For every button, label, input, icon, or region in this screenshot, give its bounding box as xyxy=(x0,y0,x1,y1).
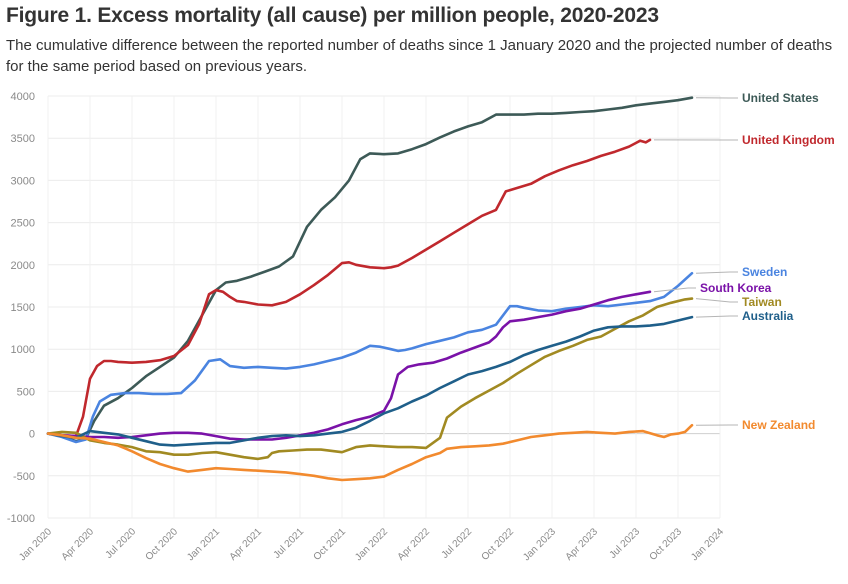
x-tick-label: Jul 2020 xyxy=(104,526,139,561)
label-leader-line xyxy=(695,315,738,318)
y-tick-label: -1000 xyxy=(7,513,35,525)
series-label-sweden: Sweden xyxy=(742,265,787,279)
series-line-south-korea xyxy=(46,290,652,441)
y-tick-label: 4000 xyxy=(11,91,35,103)
series-label-united-states: United States xyxy=(742,91,819,105)
series-labels: United States United Kingdom Sweden South K… xyxy=(653,91,835,432)
x-tick-label: Jan 2021 xyxy=(185,526,222,563)
series-label-united-kingdom: United Kingdom xyxy=(742,133,835,147)
x-tick-label: Jan 2020 xyxy=(17,526,54,563)
series-label-taiwan: Taiwan xyxy=(742,295,782,309)
y-tick-label: 3000 xyxy=(11,175,35,187)
series-label-new-zealand: New Zealand xyxy=(742,418,815,432)
x-tick-label: Jan 2023 xyxy=(521,526,558,563)
y-tick-label: 2000 xyxy=(11,260,35,272)
series-lines xyxy=(46,96,694,482)
chart-subtitle: The cumulative difference between the re… xyxy=(6,37,833,75)
x-tick-label: Jan 2022 xyxy=(353,526,390,563)
x-tick-label: Oct 2021 xyxy=(312,526,349,563)
x-tick-label: Oct 2022 xyxy=(480,526,517,563)
label-leader-line xyxy=(653,287,696,293)
y-tick-label: 2500 xyxy=(11,218,35,230)
x-tick-label: Apr 2023 xyxy=(564,526,601,563)
chart-title: Figure 1. Excess mortality (all cause) p… xyxy=(6,4,659,27)
x-tick-label: Oct 2020 xyxy=(144,526,181,563)
y-tick-label: 500 xyxy=(17,386,35,398)
y-tick-label: -500 xyxy=(13,471,35,483)
x-tick-label: Jul 2023 xyxy=(608,526,643,561)
y-tick-label: 1500 xyxy=(11,302,35,314)
label-leader-line xyxy=(695,298,738,303)
series-line-united-kingdom xyxy=(46,138,652,438)
y-tick-label: 1000 xyxy=(11,344,35,356)
y-tick-label: 0 xyxy=(29,429,35,441)
series-line-taiwan xyxy=(46,297,694,461)
x-tick-label: Jan 2024 xyxy=(689,526,726,563)
x-tick-label: Oct 2023 xyxy=(648,526,685,563)
series-line-united-states xyxy=(46,96,694,443)
x-tick-label: Apr 2022 xyxy=(396,526,433,563)
label-leader-line xyxy=(695,271,738,274)
series-label-australia: Australia xyxy=(742,309,794,323)
x-tick-label: Apr 2020 xyxy=(60,526,97,563)
grid xyxy=(47,95,721,519)
series-line-australia xyxy=(46,315,694,447)
series-line-new-zealand xyxy=(46,423,694,482)
x-tick-label: Apr 2021 xyxy=(228,526,265,563)
y-tick-label: 3500 xyxy=(11,133,35,145)
x-tick-label: Jul 2021 xyxy=(272,526,307,561)
x-tick-label: Jul 2022 xyxy=(440,526,475,561)
series-label-south-korea: South Korea xyxy=(700,281,772,295)
series-line-sweden xyxy=(46,271,694,444)
